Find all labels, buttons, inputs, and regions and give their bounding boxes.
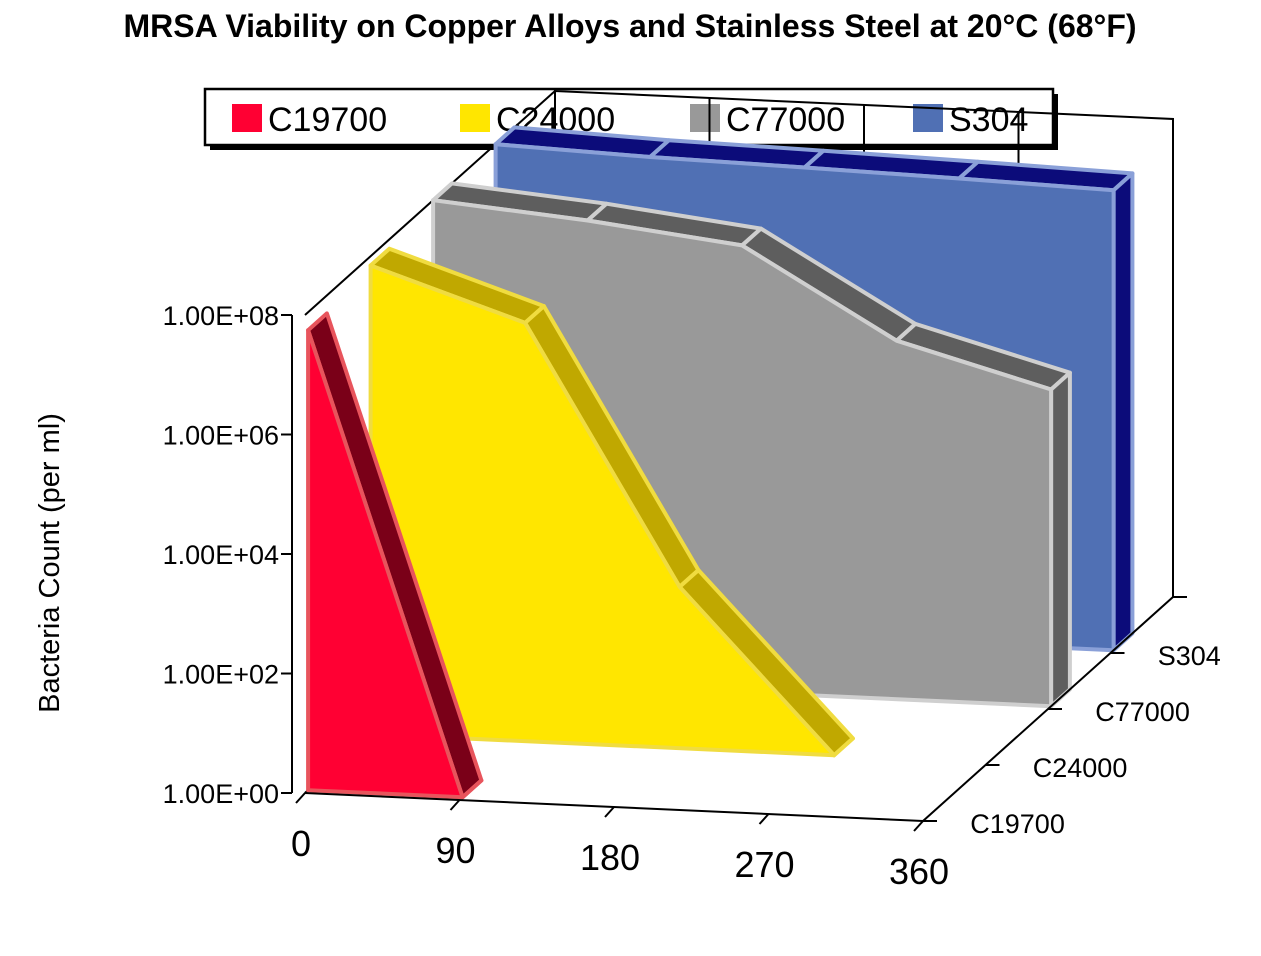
series-c19700 xyxy=(306,311,484,800)
legend-swatch xyxy=(232,104,262,132)
series-c24000-front-face xyxy=(368,263,837,758)
series-c19700-end-face xyxy=(460,778,484,800)
x-tick-label: 360 xyxy=(889,851,949,892)
legend-swatch xyxy=(460,104,490,132)
x-tick-mark xyxy=(295,792,306,804)
y-tick-label: 1.00E+08 xyxy=(163,301,279,331)
x-tick-mark xyxy=(604,806,615,818)
y-tick-label: 1.00E+02 xyxy=(163,660,279,690)
chart-title: MRSA Viability on Copper Alloys and Stai… xyxy=(123,8,1136,44)
series-s304-end-face xyxy=(1111,171,1135,653)
x-tick-mark xyxy=(913,820,924,832)
legend-label: C77000 xyxy=(726,101,845,139)
y-tick-label: 1.00E+04 xyxy=(163,540,279,570)
legend-item-c19700: C19700 xyxy=(232,101,387,139)
legend-label: S304 xyxy=(949,101,1028,139)
z-tick-label: C77000 xyxy=(1095,697,1190,727)
legend-label: C19700 xyxy=(268,101,387,139)
y-tick-label: 1.00E+00 xyxy=(163,779,279,809)
series-c24000-end-face xyxy=(832,736,855,758)
series-c77000-end-face xyxy=(1049,370,1072,709)
x-tick-mark xyxy=(449,799,461,811)
x-tick-label: 90 xyxy=(435,830,475,871)
axes-front: 1.00E+00 1.00E+02 1.00E+04 1.00E+06 1.00E+08… xyxy=(163,301,1221,892)
x-tick-label: 180 xyxy=(580,837,640,878)
x-tick-label: 270 xyxy=(734,844,794,885)
y-tick-label: 1.00E+06 xyxy=(163,421,279,451)
series-layer xyxy=(306,125,1135,800)
z-tick-label: C24000 xyxy=(1033,753,1128,783)
z-tick-label: C19700 xyxy=(970,809,1065,839)
legend-item-c77000: C77000 xyxy=(690,101,845,139)
legend-swatch xyxy=(690,104,720,132)
series-c19700-front-face xyxy=(306,328,465,800)
series-c24000 xyxy=(368,246,855,758)
x-tick-mark xyxy=(758,813,770,825)
x-tick-label: 0 xyxy=(291,823,311,864)
z-tick-label: S304 xyxy=(1158,641,1221,671)
legend: C19700 C24000 C77000 S304 xyxy=(203,87,1058,150)
y-axis-label: Bacteria Count (per ml) xyxy=(34,413,66,713)
